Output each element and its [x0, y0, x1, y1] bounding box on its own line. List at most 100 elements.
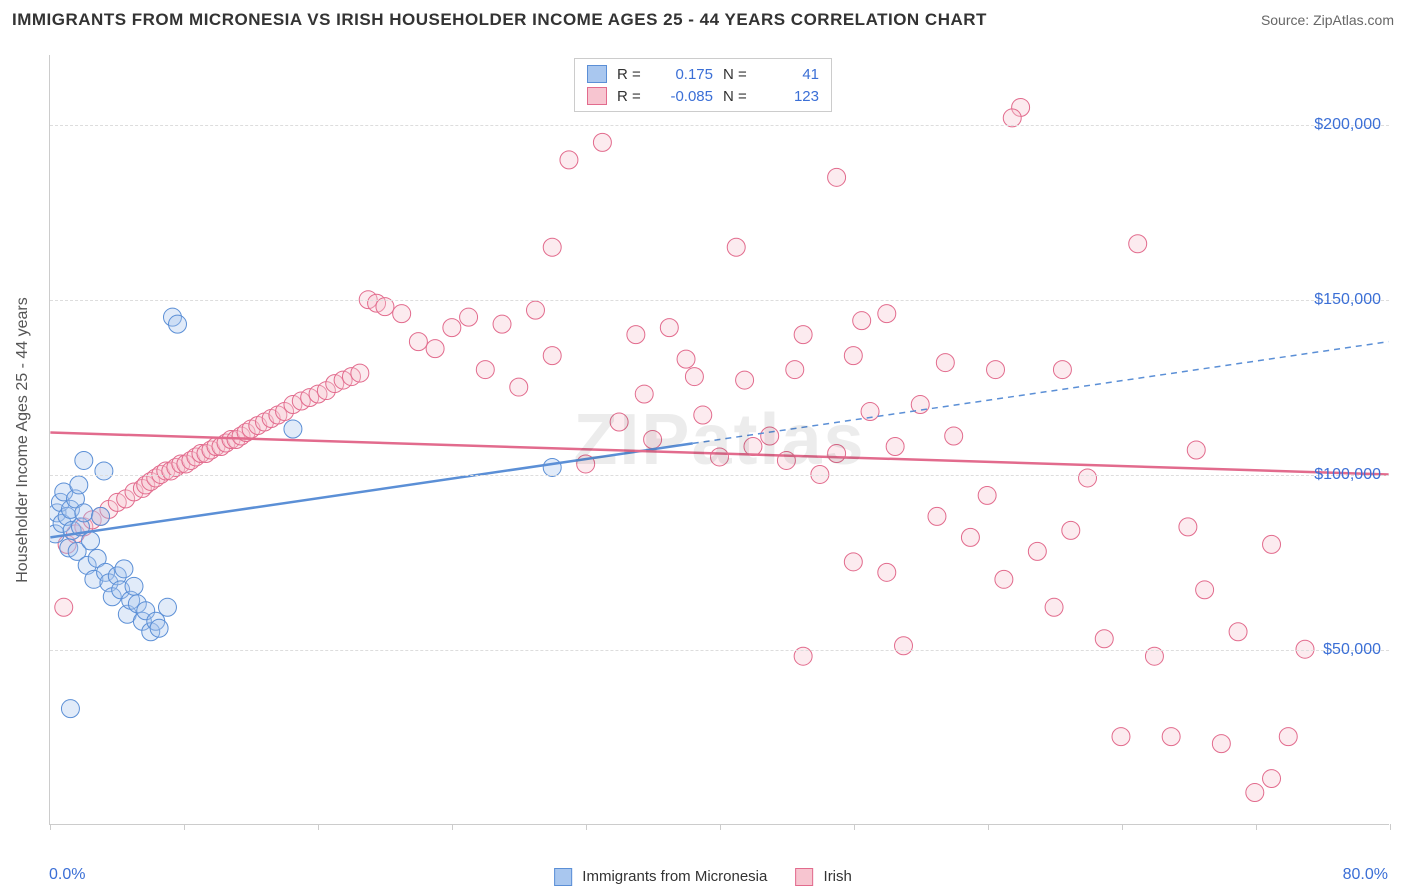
scatter-point	[560, 151, 578, 169]
chart-source: Source: ZipAtlas.com	[1261, 12, 1394, 28]
stats-row-series-1: R = -0.085 N = 123	[575, 85, 831, 107]
gridline	[50, 650, 1389, 651]
x-tick	[1256, 824, 1257, 830]
scatter-point	[995, 570, 1013, 588]
scatter-point	[786, 361, 804, 379]
scatter-point	[543, 347, 561, 365]
y-tick-label: $50,000	[1323, 641, 1381, 659]
scatter-point	[1129, 235, 1147, 253]
scatter-point	[1079, 469, 1097, 487]
scatter-point	[1279, 728, 1297, 746]
scatter-point	[527, 301, 545, 319]
scatter-point	[987, 361, 1005, 379]
scatter-point	[158, 598, 176, 616]
scatter-point	[115, 560, 133, 578]
x-tick	[452, 824, 453, 830]
stats-legend-box: R = 0.175 N = 41 R = -0.085 N = 123	[574, 58, 832, 112]
stats-label-r: R =	[617, 66, 647, 83]
scatter-point	[409, 333, 427, 351]
plot-area: ZIPatlas $50,000$100,000$150,000$200,000	[49, 55, 1389, 825]
legend-item-series-0: Immigrants from Micronesia	[554, 868, 767, 886]
scatter-point	[1095, 630, 1113, 648]
scatter-point	[82, 532, 100, 550]
scatter-point	[1246, 784, 1264, 802]
scatter-point	[744, 438, 762, 456]
scatter-point	[844, 347, 862, 365]
x-tick	[988, 824, 989, 830]
scatter-canvas	[50, 55, 1389, 824]
scatter-point	[828, 444, 846, 462]
scatter-point	[1263, 770, 1281, 788]
x-tick	[50, 824, 51, 830]
scatter-point	[610, 413, 628, 431]
scatter-point	[936, 354, 954, 372]
x-axis-min-label: 0.0%	[49, 866, 85, 884]
scatter-point	[961, 528, 979, 546]
y-tick-label: $100,000	[1314, 466, 1381, 484]
scatter-point	[895, 637, 913, 655]
scatter-point	[685, 368, 703, 386]
scatter-point	[1179, 518, 1197, 536]
scatter-point	[75, 451, 93, 469]
scatter-point	[75, 504, 93, 522]
legend-label-series-1: Irish	[824, 868, 852, 885]
scatter-point	[1053, 361, 1071, 379]
scatter-point	[660, 319, 678, 337]
stats-swatch-series-1	[587, 87, 607, 105]
stats-label-r: R =	[617, 88, 647, 105]
scatter-point	[510, 378, 528, 396]
scatter-point	[125, 577, 143, 595]
scatter-point	[1212, 735, 1230, 753]
scatter-point	[945, 427, 963, 445]
x-tick	[586, 824, 587, 830]
chart-title: IMMIGRANTS FROM MICRONESIA VS IRISH HOUS…	[12, 10, 987, 30]
scatter-point	[543, 458, 561, 476]
scatter-point	[635, 385, 653, 403]
scatter-point	[284, 420, 302, 438]
scatter-point	[1196, 581, 1214, 599]
scatter-point	[95, 462, 113, 480]
title-bar: IMMIGRANTS FROM MICRONESIA VS IRISH HOUS…	[12, 10, 1394, 30]
scatter-point	[393, 305, 411, 323]
x-tick	[318, 824, 319, 830]
scatter-point	[443, 319, 461, 337]
scatter-point	[1028, 542, 1046, 560]
scatter-point	[853, 312, 871, 330]
x-axis-max-label: 80.0%	[1343, 866, 1388, 884]
scatter-point	[92, 507, 110, 525]
scatter-point	[1045, 598, 1063, 616]
scatter-point	[1229, 623, 1247, 641]
y-tick-label: $200,000	[1314, 116, 1381, 134]
scatter-point	[928, 507, 946, 525]
scatter-point	[150, 619, 168, 637]
scatter-point	[55, 598, 73, 616]
bottom-legend: Immigrants from Micronesia Irish	[554, 868, 852, 886]
stats-value-n-1: 123	[763, 88, 819, 105]
scatter-point	[761, 427, 779, 445]
legend-label-series-0: Immigrants from Micronesia	[582, 868, 767, 885]
scatter-point	[1112, 728, 1130, 746]
scatter-point	[460, 308, 478, 326]
y-axis-label: Householder Income Ages 25 - 44 years	[14, 297, 32, 583]
scatter-point	[426, 340, 444, 358]
y-tick-label: $150,000	[1314, 291, 1381, 309]
stats-value-r-1: -0.085	[657, 88, 713, 105]
x-tick	[184, 824, 185, 830]
scatter-point	[694, 406, 712, 424]
stats-swatch-series-0	[587, 65, 607, 83]
x-tick	[854, 824, 855, 830]
scatter-point	[878, 305, 896, 323]
trend-line-extrapolated	[693, 342, 1389, 444]
scatter-point	[644, 431, 662, 449]
scatter-point	[593, 133, 611, 151]
stats-value-n-0: 41	[763, 66, 819, 83]
scatter-point	[476, 361, 494, 379]
scatter-point	[794, 326, 812, 344]
scatter-point	[677, 350, 695, 368]
x-tick	[1390, 824, 1391, 830]
gridline	[50, 125, 1389, 126]
legend-swatch-series-1	[795, 868, 813, 886]
scatter-point	[169, 315, 187, 333]
scatter-point	[878, 563, 896, 581]
scatter-point	[727, 238, 745, 256]
